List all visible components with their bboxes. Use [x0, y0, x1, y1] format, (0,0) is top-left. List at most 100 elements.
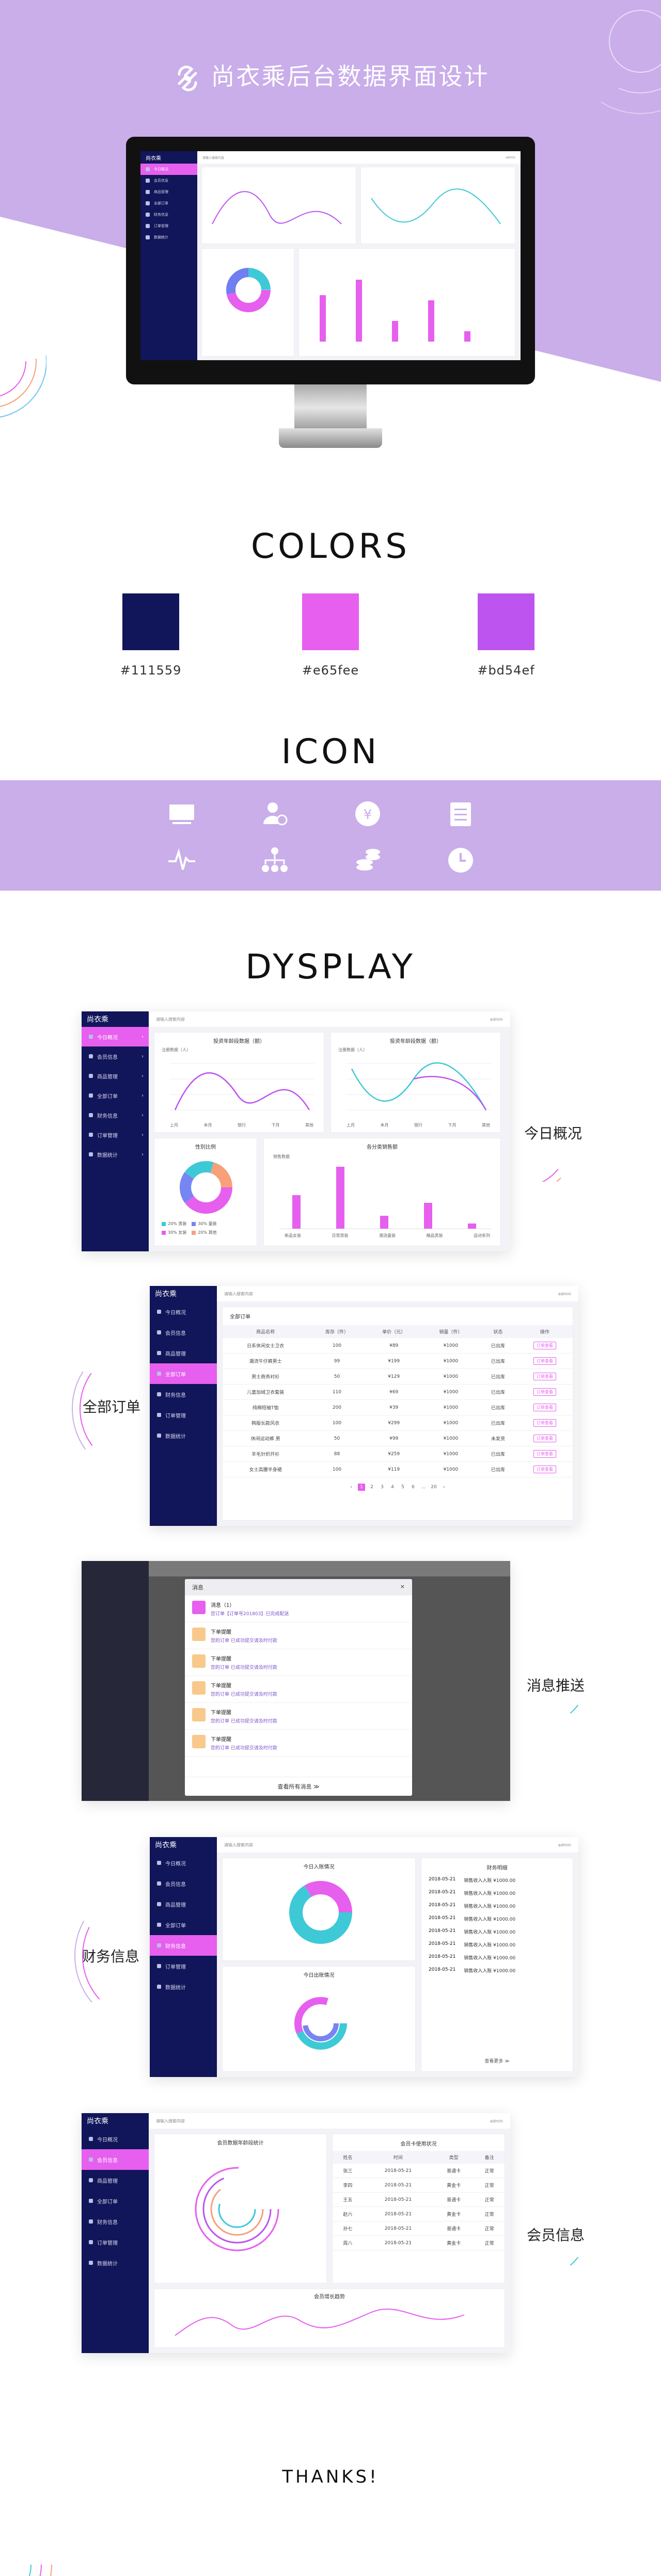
table-cell-action[interactable]: 订单查看: [516, 1399, 573, 1415]
message-item[interactable]: 消息（1） 您订单【订单号201803】已完成配送: [185, 1596, 412, 1622]
table-cell-action[interactable]: 订单查看: [516, 1353, 573, 1369]
sidebar-item-overview[interactable]: 今日概况 ›: [82, 1027, 149, 1046]
finance-desc: 销售收入入账 ¥1000.00: [464, 1891, 516, 1896]
view-order-button[interactable]: 订单查看: [533, 1466, 556, 1473]
table-cell-action[interactable]: 订单查看: [516, 1369, 573, 1384]
user-menu[interactable]: admin: [506, 155, 515, 159]
view-order-button[interactable]: 订单查看: [533, 1373, 556, 1380]
column-header[interactable]: 库存（件）: [308, 1325, 366, 1338]
close-icon[interactable]: ×: [400, 1583, 405, 1590]
user-menu[interactable]: admin: [558, 1291, 571, 1296]
search-input[interactable]: 请输入搜索内容: [156, 2118, 185, 2123]
user-menu[interactable]: admin: [558, 1842, 571, 1847]
sidebar-item-finance[interactable]: 财务信息: [150, 1384, 217, 1405]
sidebar-item-stats[interactable]: 数据统计: [150, 1976, 217, 1997]
view-all-messages-link[interactable]: 查看所有消息 ≫: [185, 1777, 412, 1796]
decorative-arcs-left: [0, 304, 46, 418]
order-icon: [157, 1923, 161, 1927]
sidebar-item-products[interactable]: 商品管理: [140, 186, 197, 198]
search-input[interactable]: 请输入搜索内容: [224, 1842, 253, 1847]
sidebar-item-orders[interactable]: 全部订单: [150, 1914, 217, 1935]
user-menu[interactable]: admin: [490, 2118, 503, 2123]
page-button[interactable]: 5: [401, 1485, 404, 1490]
page-button[interactable]: ...: [421, 1485, 426, 1490]
sidebar-item-products[interactable]: 商品管理: [82, 2170, 149, 2191]
page-button[interactable]: 2: [370, 1485, 373, 1490]
sidebar-item-stats[interactable]: 数据统计: [140, 232, 197, 243]
message-item[interactable]: 下单提醒 您的订单 已成功提交请及时付款: [185, 1730, 412, 1757]
page-button[interactable]: 1: [358, 1484, 365, 1491]
sidebar-item-overview[interactable]: 今日概况: [150, 1301, 217, 1322]
column-header[interactable]: 类型: [433, 2151, 475, 2164]
message-item[interactable]: 下单提醒 您的订单 已成功提交请及时付款: [185, 1703, 412, 1730]
column-header[interactable]: 时间: [363, 2151, 434, 2164]
orders-table: 商品名称 库存（件） 单价（元） 销量（件） 状态 操作 日系休闲女士卫衣 100 ¥89 ¥1…: [223, 1325, 573, 1477]
sidebar-item-order-mgmt[interactable]: 订单管理: [150, 1405, 217, 1425]
sidebar-item-finance[interactable]: 财务信息: [150, 1935, 217, 1956]
search-input[interactable]: 请输入搜索内容: [224, 1291, 253, 1296]
monitor-base: [279, 428, 382, 448]
sidebar-item-overview[interactable]: 今日概况: [150, 1853, 217, 1873]
user-menu[interactable]: admin: [490, 1017, 503, 1022]
view-order-button[interactable]: 订单查看: [533, 1342, 556, 1349]
sidebar-item-members[interactable]: 会员信息 ›: [82, 1046, 149, 1066]
message-item[interactable]: 下单提醒 您的订单 已成功提交请及时付款: [185, 1676, 412, 1703]
sidebar-item-stats[interactable]: 数据统计: [150, 1425, 217, 1446]
table-cell-action[interactable]: 订单查看: [516, 1461, 573, 1477]
table-cell: 已出库: [479, 1461, 517, 1477]
column-header[interactable]: 商品名称: [223, 1325, 309, 1338]
sidebar-item-orders[interactable]: 全部订单: [82, 2191, 149, 2211]
column-header[interactable]: 单价（元）: [365, 1325, 422, 1338]
page-button[interactable]: 3: [381, 1485, 384, 1490]
message-item[interactable]: 下单提醒 您的订单 已成功提交请及时付款: [185, 1649, 412, 1676]
sidebar-item-products[interactable]: 商品管理 ›: [82, 1066, 149, 1086]
sidebar-item-products[interactable]: 商品管理: [150, 1343, 217, 1363]
table-cell-action[interactable]: 订单查看: [516, 1338, 573, 1354]
register-chart-panel-2: 投资年龄段数据（额） 注册数据（人） 上月 本月 银行 下月 其他: [330, 1032, 501, 1133]
x-tick: 其他: [482, 1123, 490, 1128]
sidebar-item-order-mgmt[interactable]: 订单管理: [82, 2232, 149, 2252]
table-cell-action[interactable]: 订单查看: [516, 1446, 573, 1462]
prev-page-icon[interactable]: ‹: [350, 1485, 352, 1490]
sidebar-item-orders[interactable]: 全部订单: [150, 1363, 217, 1384]
column-header[interactable]: 销量（件）: [422, 1325, 480, 1338]
search-input[interactable]: 请输入搜索内容: [156, 1017, 185, 1022]
sidebar-item-finance[interactable]: 财务信息: [82, 2211, 149, 2232]
view-order-button[interactable]: 订单查看: [533, 1388, 556, 1396]
sidebar-item-order-mgmt[interactable]: 订单管理 ›: [82, 1125, 149, 1145]
sidebar-item-overview[interactable]: 今日概况: [140, 164, 197, 175]
column-header[interactable]: 操作: [516, 1325, 573, 1338]
next-page-icon[interactable]: ›: [443, 1485, 445, 1490]
sidebar-item-overview[interactable]: 今日概况: [82, 2129, 149, 2149]
sidebar-item-members[interactable]: 会员信息: [82, 2149, 149, 2170]
view-more-link[interactable]: 查看更多 ≫: [484, 2059, 510, 2064]
view-order-button[interactable]: 订单查看: [533, 1357, 556, 1365]
sidebar-item-members[interactable]: 会员信息: [140, 175, 197, 186]
column-header[interactable]: 姓名: [333, 2151, 363, 2164]
sidebar-item-finance[interactable]: 财务信息 ›: [82, 1105, 149, 1125]
sidebar-item-orders[interactable]: 全部订单: [140, 198, 197, 209]
view-order-button[interactable]: 订单查看: [533, 1435, 556, 1442]
sidebar-item-order-mgmt[interactable]: 订单管理: [150, 1956, 217, 1976]
sidebar-item-finance[interactable]: 财务信息: [140, 209, 197, 220]
column-header[interactable]: 状态: [479, 1325, 517, 1338]
sidebar-item-products[interactable]: 商品管理: [150, 1894, 217, 1914]
page-button[interactable]: 4: [391, 1485, 394, 1490]
view-order-button[interactable]: 订单查看: [533, 1404, 556, 1411]
sidebar-item-order-mgmt[interactable]: 订单管理: [140, 220, 197, 232]
sidebar-item-members[interactable]: 会员信息: [150, 1322, 217, 1343]
page-button[interactable]: 20: [431, 1485, 437, 1490]
column-header[interactable]: 备注: [474, 2151, 505, 2164]
sidebar-item-stats[interactable]: 数据统计 ›: [82, 1145, 149, 1164]
page-button[interactable]: 6: [412, 1485, 415, 1490]
message-item[interactable]: 下单提醒 您的订单 已成功提交请及时付款: [185, 1622, 412, 1649]
view-order-button[interactable]: 订单查看: [533, 1450, 556, 1458]
table-cell-action[interactable]: 订单查看: [516, 1430, 573, 1446]
sidebar-item-stats[interactable]: 数据统计: [82, 2252, 149, 2273]
sidebar-item-members[interactable]: 会员信息: [150, 1873, 217, 1894]
table-cell-action[interactable]: 订单查看: [516, 1415, 573, 1431]
table-cell-action[interactable]: 订单查看: [516, 1384, 573, 1400]
view-order-button[interactable]: 订单查看: [533, 1419, 556, 1427]
search-input[interactable]: 请输入搜索内容: [202, 156, 225, 160]
sidebar-item-orders[interactable]: 全部订单 ›: [82, 1086, 149, 1105]
